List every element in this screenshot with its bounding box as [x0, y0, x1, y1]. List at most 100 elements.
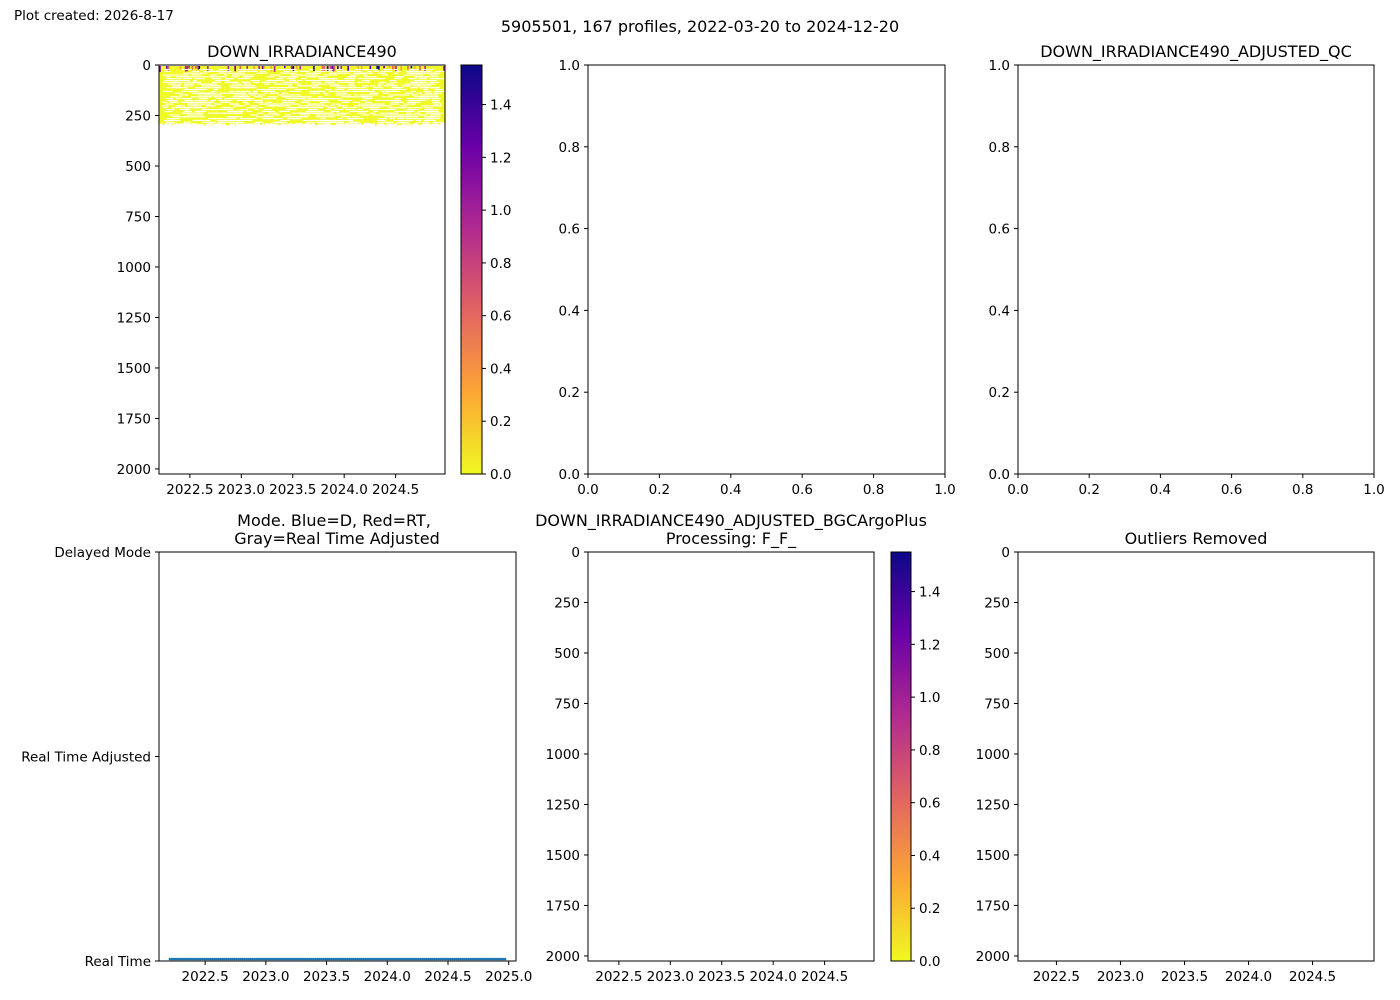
irradiance-profile-cell — [164, 66, 167, 124]
irradiance-profile-cell — [343, 66, 346, 126]
irradiance-gap-cell — [300, 96, 309, 98]
irradiance-gap-cell — [389, 116, 397, 118]
irradiance-gap-cell — [329, 112, 334, 114]
irradiance-gap-cell — [423, 118, 432, 120]
irradiance-gap-cell — [422, 85, 432, 87]
irradiance-gap-cell — [291, 125, 298, 127]
irradiance-gap-cell — [213, 109, 224, 111]
irradiance-surface-cell — [400, 66, 403, 71]
irradiance-gap-cell — [197, 83, 206, 85]
mode-point — [253, 957, 257, 961]
irradiance-gap-cell — [389, 103, 397, 105]
irradiance-profile-cell — [222, 66, 225, 124]
irradiance-gap-cell — [267, 109, 273, 111]
irradiance-profile-cell — [272, 66, 274, 125]
irradiance-gap-cell — [372, 105, 383, 107]
irradiance-gap-cell — [409, 74, 415, 76]
irradiance-surface-cell — [186, 66, 189, 72]
irradiance-profile-cell — [273, 66, 276, 125]
mode-point — [370, 957, 374, 961]
irradiance-gap-cell — [220, 125, 226, 127]
irradiance-gap-cell — [252, 81, 260, 83]
irradiance-gap-cell — [171, 87, 179, 89]
irradiance-gap-cell — [303, 107, 314, 109]
irradiance-gap-cell — [281, 96, 288, 98]
irradiance-gap-cell — [324, 112, 333, 114]
irradiance-gap-cell — [197, 116, 205, 118]
irradiance-gap-cell — [198, 114, 204, 116]
mode-point — [453, 957, 456, 961]
irradiance-gap-cell — [191, 72, 200, 74]
irradiance-gap-cell — [180, 81, 186, 83]
irradiance-gap-cell — [235, 110, 244, 112]
irradiance-gap-cell — [283, 72, 290, 74]
mode-point — [180, 957, 184, 961]
irradiance-gap-cell — [422, 78, 428, 80]
irradiance-gap-cell — [376, 119, 386, 121]
irradiance-profile-cell — [162, 66, 165, 126]
irradiance-gap-cell — [234, 116, 243, 118]
irradiance-gap-cell — [407, 99, 418, 101]
irradiance-gap-cell — [197, 94, 203, 96]
mode-ytick-label: Real Time Adjusted — [21, 750, 151, 766]
mode-point — [390, 957, 394, 961]
irradiance-cbar-tick-label: 0.0 — [490, 467, 511, 483]
irradiance-gap-cell — [426, 79, 434, 81]
irradiance-gap-cell — [287, 116, 298, 118]
bgcargoplus-cbar-tick-label: 1.0 — [919, 690, 940, 706]
mode-point — [445, 957, 448, 961]
irradiance-gap-cell — [414, 74, 424, 76]
outliers-xtick-label: 2024.0 — [1225, 969, 1272, 985]
irradiance-gap-cell — [357, 96, 363, 98]
irradiance-gap-cell — [280, 119, 290, 121]
mode-ytick-label: Delayed Mode — [54, 545, 151, 561]
irradiance-gap-cell — [405, 118, 416, 120]
irradiance-gap-cell — [222, 112, 232, 114]
irradiance-profile-cell — [224, 66, 226, 124]
irradiance-gap-cell — [388, 94, 394, 96]
irradiance-surface-cell — [207, 66, 209, 72]
irradiance-profile-cell — [254, 66, 257, 123]
irradiance-gap-cell — [187, 123, 196, 125]
irradiance-gap-cell — [379, 89, 389, 91]
irradiance-gap-cell — [175, 98, 186, 100]
panel-blank: 0.0 0.2 0.4 0.6 0.8 1.0 0.0 0.2 0.4 0.6 0.8 1.0 — [559, 58, 956, 498]
irradiance-gap-cell — [167, 121, 175, 123]
irradiance-profile-cell — [319, 66, 322, 125]
irradiance-gap-cell — [341, 87, 348, 89]
irradiance-gap-cell — [280, 89, 287, 91]
irradiance-gap-cell — [372, 87, 383, 89]
mode-point — [176, 957, 180, 961]
irradiance-surface-cell — [159, 66, 161, 72]
irradiance-gap-cell — [405, 83, 410, 85]
irradiance-gap-cell — [239, 70, 247, 72]
irradiance-gap-cell — [387, 96, 394, 98]
irradiance-gap-cell — [204, 103, 213, 105]
irradiance-gap-cell — [216, 119, 227, 121]
irradiance-gap-cell — [320, 118, 326, 120]
irradiance-profile-cell — [384, 66, 387, 126]
irradiance-gap-cell — [341, 94, 347, 96]
irradiance-gap-cell — [233, 92, 239, 94]
irradiance-ytick-label: 2000 — [117, 462, 151, 478]
mode-point — [429, 957, 432, 961]
irradiance-gap-cell — [422, 123, 431, 125]
irradiance-gap-cell — [348, 89, 357, 91]
irradiance-gap-cell — [427, 96, 432, 98]
irradiance-profile-cell — [191, 66, 194, 124]
irradiance-gap-cell — [166, 90, 173, 92]
panel-adjusted-qc: DOWN_IRRADIANCE490_ADJUSTED_QC 0.0 0.2 0.4… — [989, 42, 1385, 498]
irradiance-gap-cell — [312, 125, 317, 127]
mode-point — [481, 957, 485, 961]
irradiance-gap-cell — [419, 118, 424, 120]
mode-points-layer — [168, 957, 507, 961]
irradiance-gap-cell — [209, 74, 218, 76]
irradiance-profile-cell — [270, 66, 273, 123]
irradiance-gap-cell — [295, 94, 301, 96]
irradiance-gap-cell — [362, 74, 368, 76]
irradiance-gap-cell — [232, 119, 243, 121]
irradiance-gap-cell — [431, 87, 440, 89]
irradiance-gap-cell — [193, 103, 203, 105]
irradiance-gap-cell — [432, 125, 439, 127]
irradiance-gap-cell — [432, 121, 438, 123]
